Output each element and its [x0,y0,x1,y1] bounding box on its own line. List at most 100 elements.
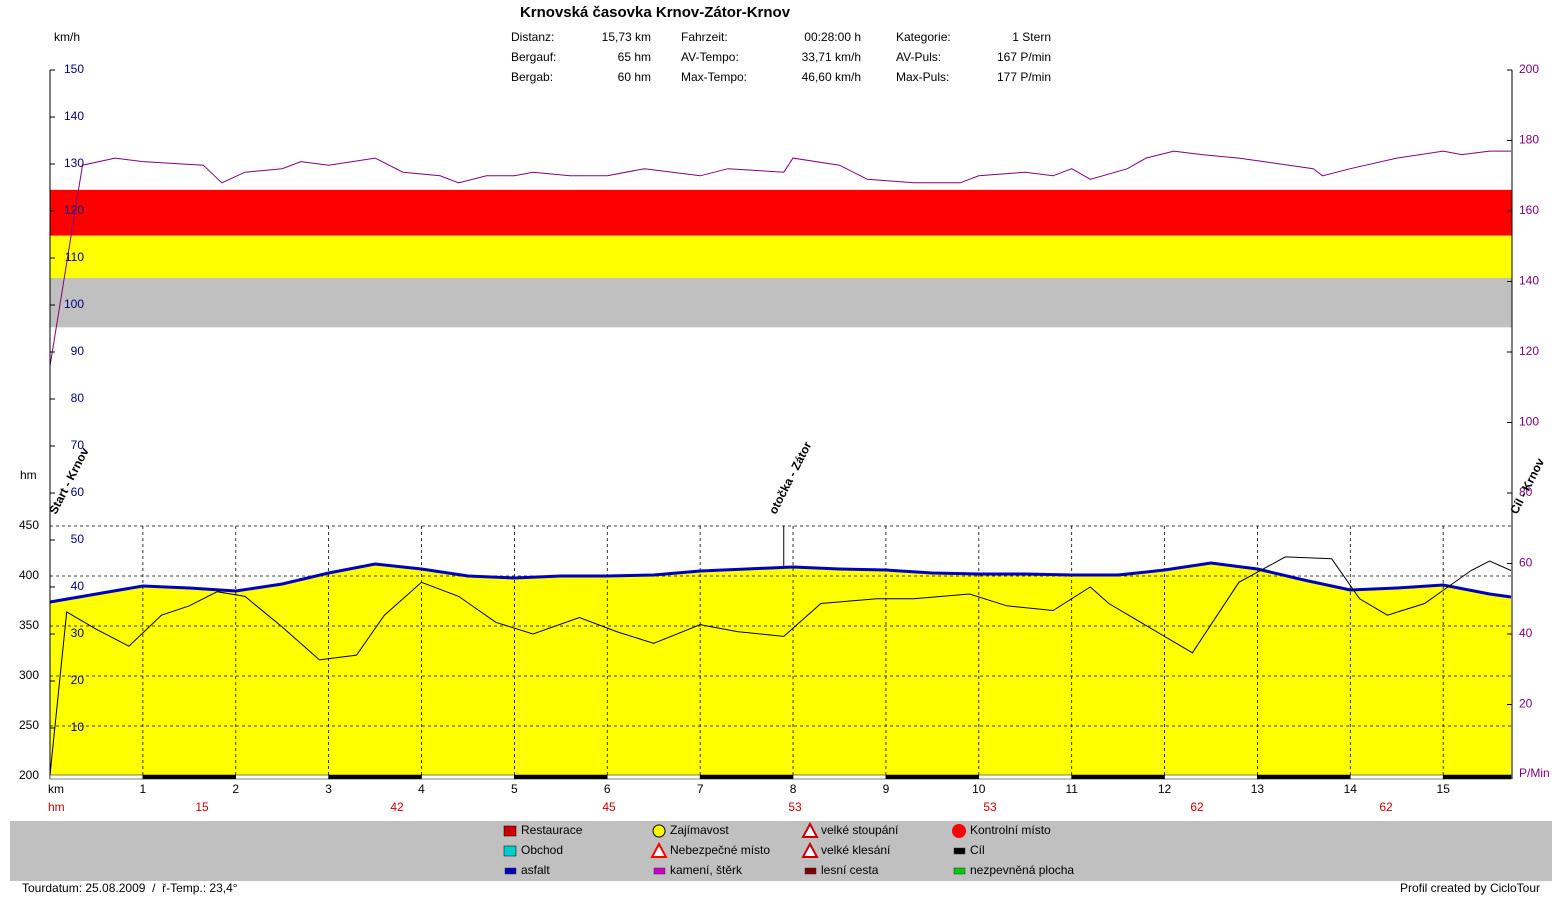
legend-icon [503,825,517,837]
y2-tick-label: 180 [1519,133,1539,147]
legend-label: kamení, štěrk [670,863,743,877]
elevation-area [50,563,1511,776]
y2-tick-label: 40 [1519,626,1533,640]
stat-label: AV-Tempo: [681,50,739,64]
stat-label: Kategorie: [896,30,951,44]
km-bar [978,774,1072,780]
y-tick-label: 20 [71,673,85,687]
x-tick-label: 5 [511,782,518,796]
y2-tick-label: 120 [1519,344,1539,358]
footer-left: Tourdatum: 25.08.2009 / ř-Temp.: 23,4° [22,881,238,895]
legend-label: nezpevněná plocha [970,863,1074,877]
climb-value: 62 [1379,800,1393,814]
stat-value: 33,71 km/h [802,50,861,64]
legend-icon [801,841,819,858]
legend-icon [503,845,517,857]
legend-label: Obchod [521,843,563,857]
hm-tick-label: 250 [19,718,39,732]
x-tick-label: 2 [232,782,239,796]
y2-tick-label: 80 [1519,485,1533,499]
y-tick-label: 50 [71,532,85,546]
km-bar [1350,774,1444,780]
y-axis-label: km/h [54,30,80,44]
km-bar [49,774,144,780]
y-tick-label: 70 [71,438,85,452]
y-tick-label: 140 [64,109,84,123]
legend-label: Restaurace [521,823,583,837]
pulse-zone [50,277,1512,328]
km-bar [699,774,794,780]
stat-value: 00:28:00 h [804,30,861,44]
hm-tick-label: 350 [19,618,39,632]
km-bar [885,774,980,780]
stat-label: Bergauf: [511,50,556,64]
stat-value: 177 P/min [997,70,1051,84]
y2-axis-label: P/Min [1519,766,1550,780]
x-tick-label: 3 [325,782,332,796]
km-bar [235,774,329,780]
x-axis-label: km [48,782,64,796]
x-tick-label: 13 [1251,782,1265,796]
y-tick-label: 100 [64,297,84,311]
km-bar [792,774,887,780]
legend-label: Zajímavost [670,823,729,837]
chart-title: Krnovská časovka Krnov-Zátor-Krnov [520,4,791,21]
legend-icon [650,841,668,858]
stat-value: 167 P/min [997,50,1051,64]
legend-label: Kontrolní místo [970,823,1051,837]
x-tick-label: 6 [604,782,611,796]
climb-value: 62 [1190,800,1204,814]
legend-swatch [804,867,817,875]
waypoint-label: otočka - Zátor [766,439,815,516]
stat-value: 60 hm [618,70,651,84]
stat-label: Fahrzeit: [681,30,728,44]
legend-label: Cíl [970,843,985,857]
waypoint-label: Cíl - Krnov [1507,456,1547,517]
climb-value: 15 [195,800,209,814]
km-bar [1257,774,1351,780]
stat-value: 15,73 km [602,30,651,44]
y2-tick-label: 20 [1519,697,1533,711]
legend-icon [801,821,819,838]
hm-tick-label: 300 [19,668,39,682]
legend-swatch [504,867,517,875]
waypoint-label: Start - Krnov [46,445,92,516]
footer-right: Profil created by CicloTour [1400,881,1540,895]
x-tick-label: 15 [1437,782,1451,796]
x-tick-label: 9 [883,782,890,796]
legend-swatch [953,847,966,855]
x-tick-label: 7 [697,782,704,796]
climb-value: 45 [602,800,616,814]
pulse-zone [50,189,1512,236]
y-tick-label: 80 [71,391,85,405]
km-bar [142,774,237,780]
y-tick-label: 120 [64,203,84,217]
y2-tick-label: 100 [1519,415,1539,429]
y-tick-label: 10 [71,720,85,734]
stat-value: 1 Stern [1012,30,1051,44]
x-tick-label: 8 [790,782,797,796]
climb-label: hm [48,800,65,814]
legend-label: asfalt [521,863,550,877]
legend-label: velké stoupání [821,823,899,837]
legend-label: velké klesání [821,843,891,857]
legend-icon [652,824,666,838]
series-line [49,561,1512,604]
km-bar [1442,774,1512,780]
y-tick-label: 60 [71,485,85,499]
y-tick-label: 40 [71,579,85,593]
y-tick-label: 30 [71,626,85,640]
legend-box [10,821,1552,881]
km-bar [514,774,608,780]
y-tick-label: 150 [64,62,84,76]
legend-swatch [953,867,966,875]
legend-swatch [653,867,666,875]
hm-tick-label: 200 [19,768,39,782]
y-tick-label: 130 [64,156,84,170]
x-tick-label: 14 [1344,782,1358,796]
stat-label: Distanz: [511,30,554,44]
km-bar [607,774,701,780]
series-line [49,556,1512,776]
stat-value: 46,60 km/h [802,70,861,84]
